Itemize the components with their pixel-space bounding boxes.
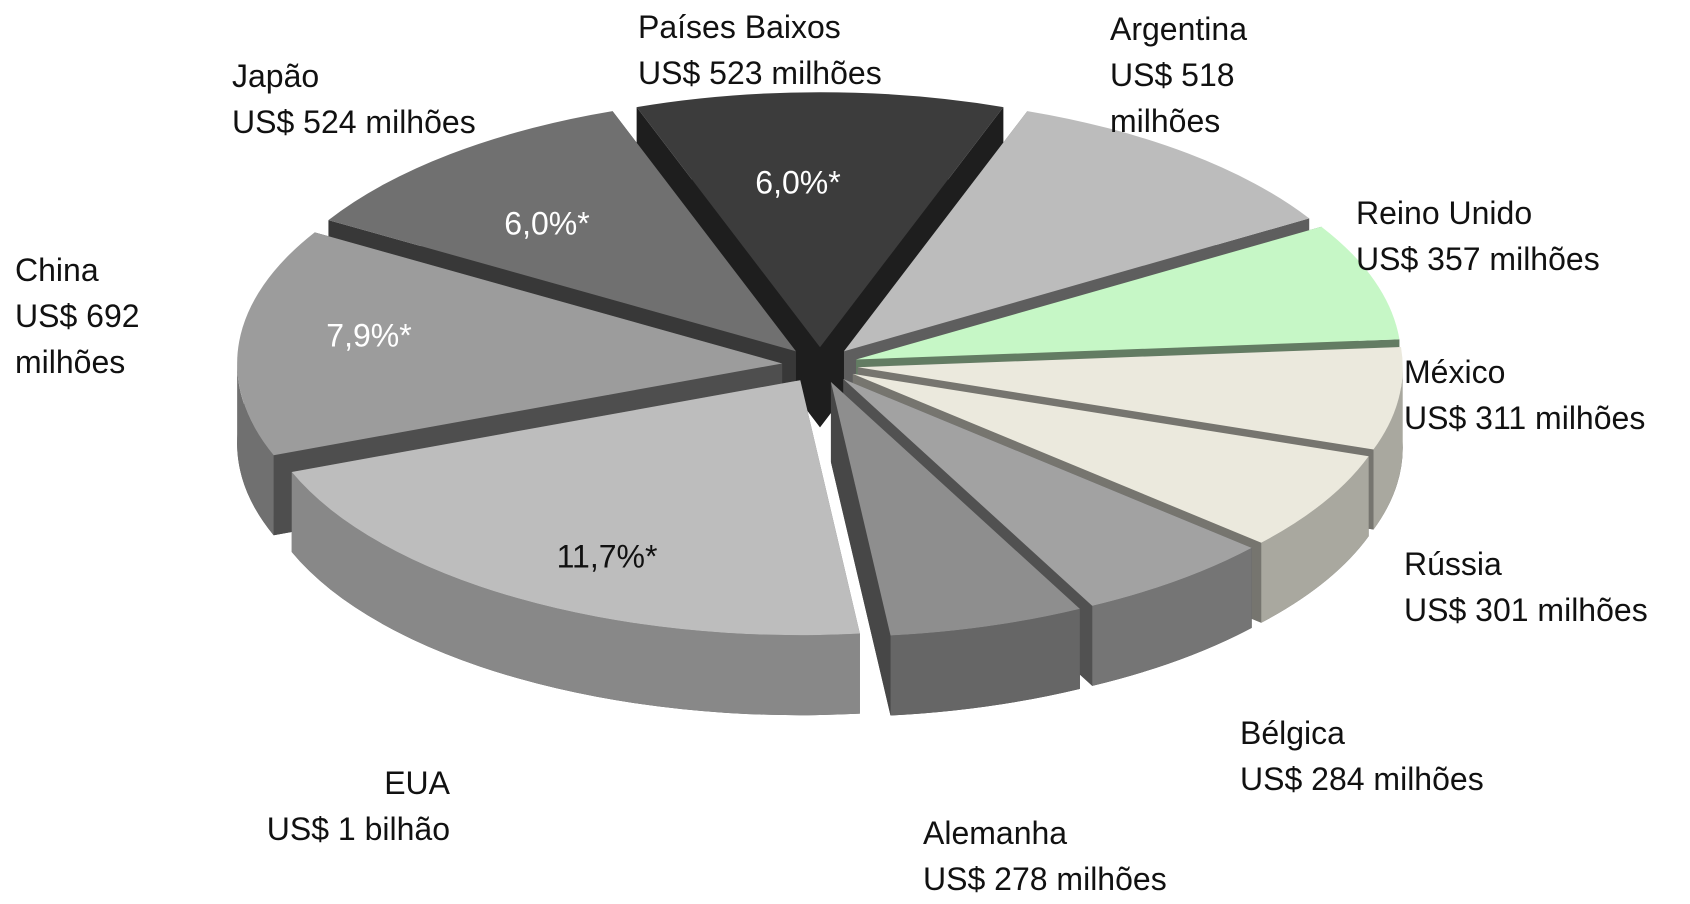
value-label: US$ 284 milhões — [1240, 761, 1484, 797]
slice-top — [636, 92, 1004, 348]
slice-label: Países Baixos US$ 523 milhões — [638, 4, 882, 96]
slice-label: Bélgica US$ 284 milhões — [1240, 710, 1484, 802]
value-label: US$ 524 milhões — [232, 104, 476, 140]
slice-top — [843, 379, 1252, 606]
slice-wall — [237, 363, 274, 536]
value-label: US$ 278 milhões — [923, 861, 1167, 897]
slice — [291, 380, 860, 716]
slice-label: Japão US$ 524 milhões — [232, 53, 476, 145]
slice-wall — [890, 608, 1080, 716]
slice — [830, 382, 1080, 716]
category-name: Países Baixos — [638, 9, 841, 45]
category-name: Reino Unido — [1356, 195, 1533, 231]
category-name: Japão — [232, 58, 320, 94]
value-label: US$ 311 milhões — [1404, 400, 1646, 436]
category-name: EUA — [384, 765, 450, 801]
value-label: US$ 1 bilhão — [266, 811, 450, 847]
slice-top — [857, 346, 1403, 450]
slice-top — [856, 226, 1400, 360]
slice-label: México US$ 311 milhões — [1404, 349, 1645, 441]
slice-wall — [1092, 547, 1252, 686]
slice-label: Alemanha US$ 278 milhões — [923, 810, 1167, 902]
slice-wall — [1373, 367, 1403, 530]
value-label: US$ 523 milhões — [638, 55, 882, 91]
category-name: México — [1404, 354, 1506, 390]
slice-top — [843, 111, 1310, 352]
slice-top — [291, 380, 860, 636]
slice-label: EUA US$ 1 bilhão — [220, 760, 450, 852]
percent-label: 7,9%* — [326, 317, 412, 354]
slice-top — [328, 111, 796, 352]
slice-label: Argentina US$ 518 milhões — [1110, 6, 1280, 144]
slice-wall — [1261, 456, 1369, 623]
percent-label: 6,0%* — [755, 164, 841, 201]
slice-top — [852, 373, 1369, 543]
category-name: Rússia — [1404, 546, 1502, 582]
value-label: US$ 518 milhões — [1110, 57, 1235, 139]
slice-top — [237, 232, 783, 456]
category-name: Argentina — [1110, 11, 1247, 47]
value-label: US$ 692 milhões — [15, 298, 140, 380]
percent-label: 6,0%* — [504, 205, 590, 242]
value-label: US$ 357 milhões — [1356, 241, 1600, 277]
value-label: US$ 301 milhões — [1404, 592, 1648, 628]
slice-label: Rússia US$ 301 milhões — [1404, 541, 1648, 633]
category-name: Alemanha — [923, 815, 1068, 851]
slice-wall — [291, 471, 860, 716]
percent-label: 11,7%* — [556, 538, 658, 575]
category-name: Bélgica — [1240, 715, 1345, 751]
slice-top — [830, 382, 1080, 636]
slice-side — [830, 382, 891, 716]
slice-label: China US$ 692 milhões — [15, 247, 185, 385]
slice-label: Reino Unido US$ 357 milhões — [1356, 190, 1600, 282]
category-name: China — [15, 252, 99, 288]
